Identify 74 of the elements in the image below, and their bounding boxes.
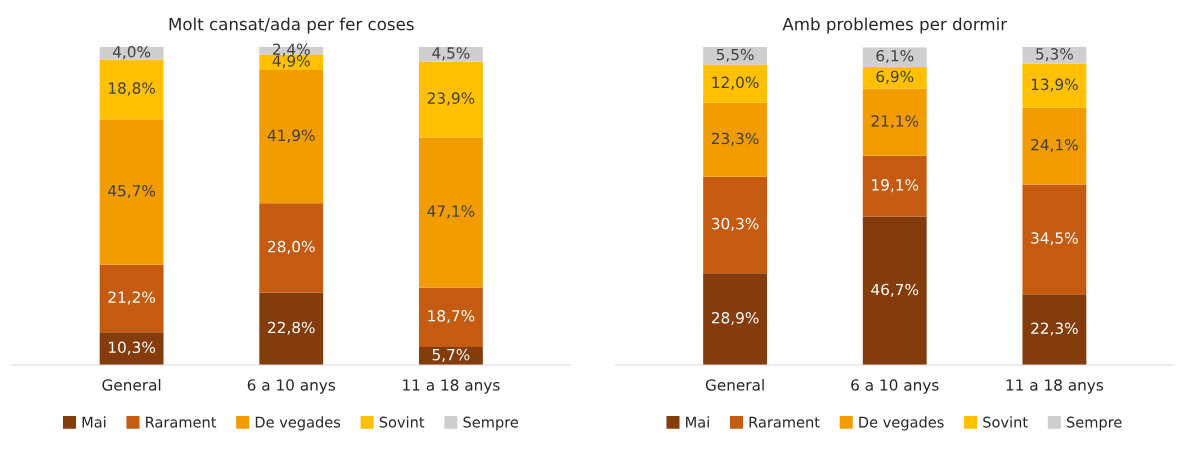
data-label: 2,4%	[272, 43, 310, 57]
bar	[99, 46, 164, 60]
bar	[418, 137, 483, 288]
bar	[1022, 63, 1087, 108]
data-label: 10,3%	[109, 341, 156, 355]
x-tick-label: 11 a 18 anys	[403, 379, 500, 394]
bar	[259, 70, 324, 204]
data-label: 34,5%	[1031, 232, 1078, 246]
bar	[703, 47, 768, 65]
data-label: 22,3%	[1031, 322, 1078, 336]
bar	[862, 66, 927, 89]
data-label: 6,9%	[876, 70, 914, 84]
chart-title: Molt cansat/ada per fer coses	[169, 17, 414, 34]
bar	[703, 273, 768, 366]
data-label: 19,1%	[872, 179, 919, 193]
data-label: 5,5%	[716, 48, 754, 62]
data-label: 46,7%	[871, 283, 919, 297]
legend-label: Rarament	[146, 416, 217, 428]
bar	[1022, 46, 1087, 64]
x-tick-label: General	[102, 378, 161, 391]
bar	[99, 264, 164, 333]
data-label: 4,9%	[272, 55, 310, 69]
data-label: 5,3%	[1036, 48, 1073, 62]
legend-label: Sempre	[1066, 416, 1122, 431]
data-label: 12,0%	[712, 76, 759, 90]
bar	[703, 176, 768, 274]
x-tick-label: 6 a 10 anys	[247, 379, 336, 394]
data-label: 28,9%	[711, 311, 759, 326]
bar	[99, 59, 164, 120]
bar	[862, 47, 927, 67]
data-label: 28,0%	[268, 240, 315, 254]
legend-label: Rarament	[749, 416, 820, 428]
data-label: 41,9%	[267, 129, 315, 143]
data-label: 23,9%	[427, 92, 475, 106]
data-label: 45,7%	[108, 184, 156, 199]
data-label: 22,8%	[268, 321, 315, 335]
bar	[99, 119, 164, 265]
data-label: 23,3%	[711, 132, 759, 146]
legend-label: De vegades	[859, 416, 944, 431]
bar	[1022, 184, 1087, 295]
legend-label: Sovint	[983, 416, 1028, 428]
legend-label: Mai	[686, 416, 709, 428]
data-label: 4,0%	[112, 46, 151, 60]
bar	[862, 155, 927, 217]
data-label: 13,9%	[1031, 78, 1078, 92]
data-label: 21,1%	[871, 115, 919, 129]
x-tick-label: General	[705, 378, 764, 391]
data-label: 47,1%	[427, 205, 475, 219]
chart-title: Amb problemes per dormir	[782, 17, 1008, 34]
bar	[259, 203, 324, 293]
data-label: 30,3%	[711, 217, 759, 231]
data-label: 18,7%	[428, 310, 475, 324]
bar	[862, 88, 927, 156]
data-label: 5,7%	[432, 348, 470, 362]
bar	[703, 102, 768, 177]
legend-label: Sovint	[379, 416, 425, 428]
bar	[703, 64, 768, 103]
legend-label: Mai	[82, 416, 106, 428]
bar	[862, 216, 927, 366]
bar	[1022, 294, 1087, 366]
legend-label: Sempre	[463, 416, 519, 431]
data-label: 21,2%	[108, 291, 156, 305]
data-label: 18,8%	[109, 82, 156, 96]
data-label: 6,1%	[876, 50, 914, 64]
x-tick-label: 11 a 18 anys	[1006, 379, 1104, 394]
bar	[259, 292, 324, 366]
bar	[99, 332, 164, 366]
data-label: 24,1%	[1031, 139, 1078, 153]
legend-label: De vegades	[255, 416, 341, 431]
data-label: 4,5%	[432, 47, 470, 61]
bar	[418, 287, 483, 347]
x-tick-label: 6 a 10 anys	[851, 379, 939, 394]
bar	[1022, 107, 1087, 185]
bar	[418, 61, 483, 138]
